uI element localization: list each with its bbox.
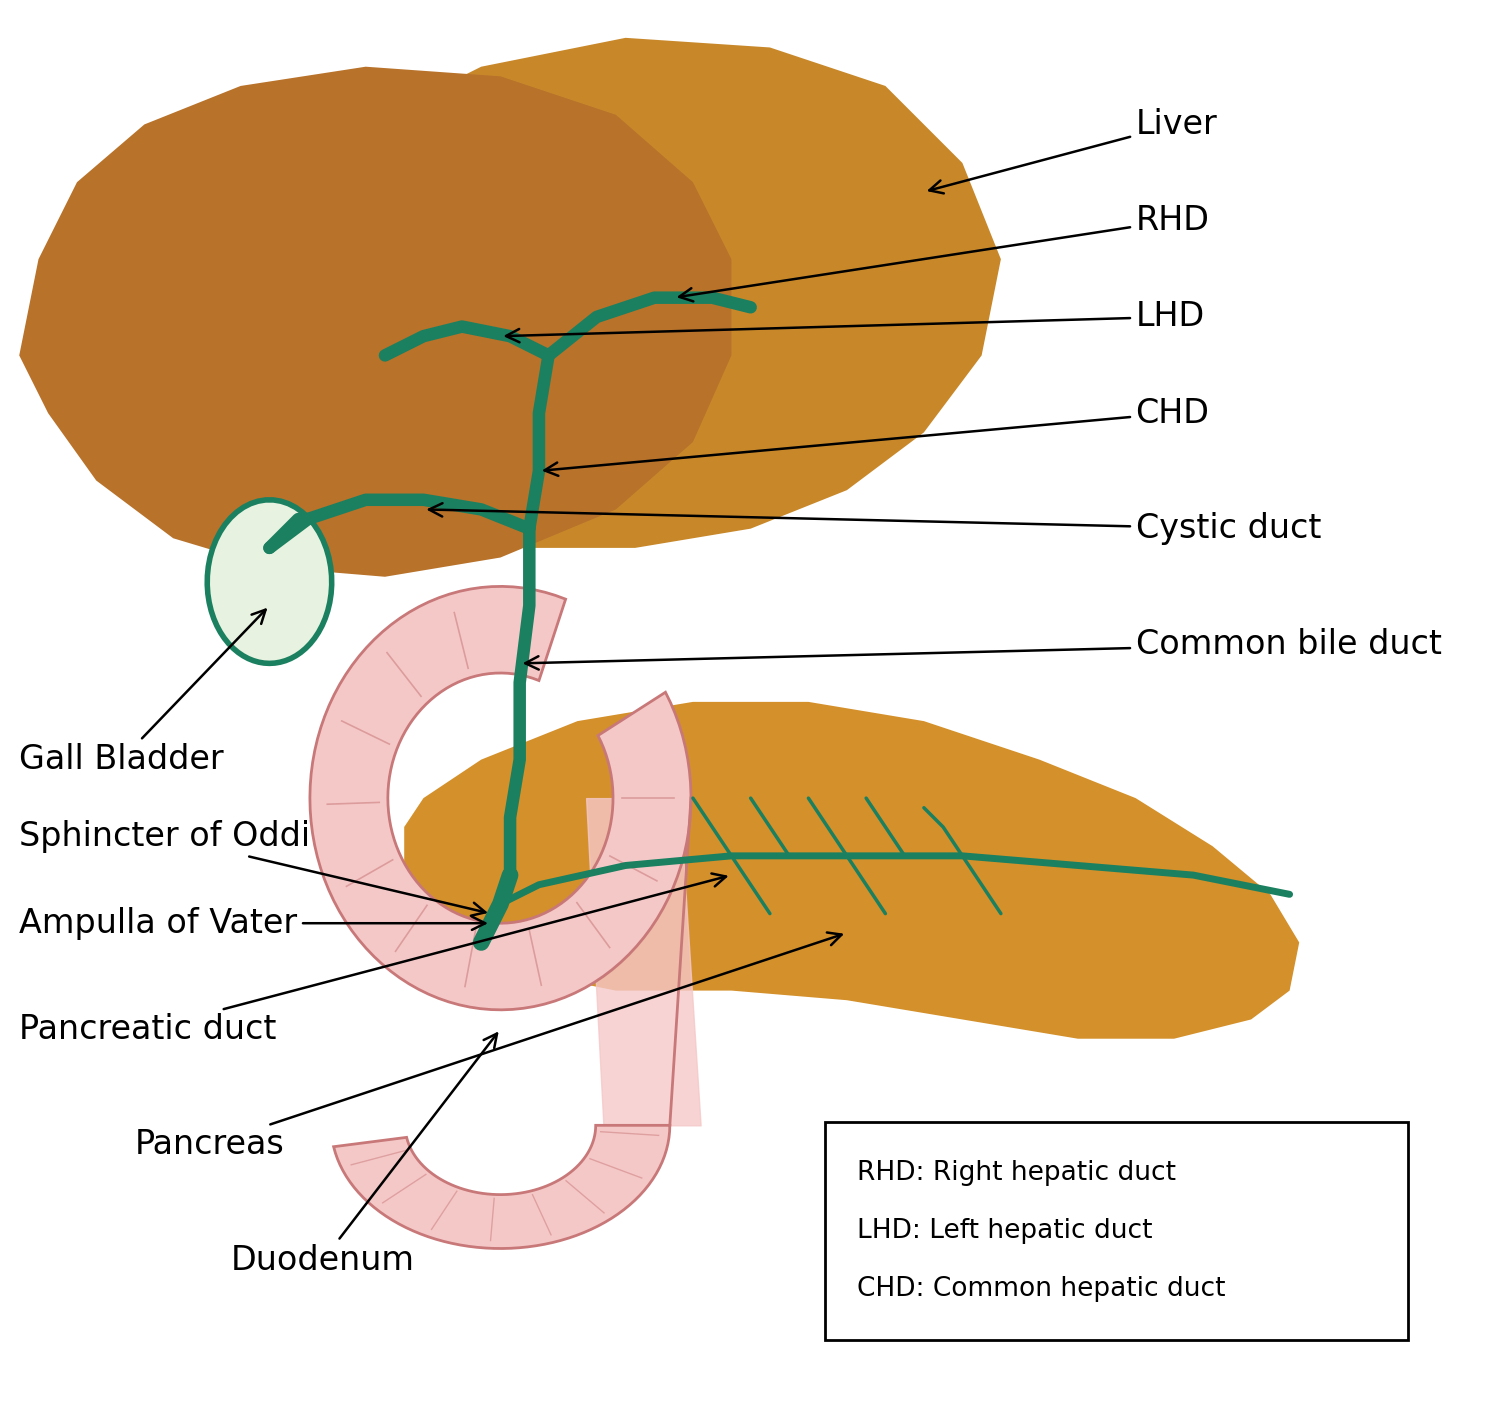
- Polygon shape: [207, 499, 332, 663]
- Text: RHD: Right hepatic duct: RHD: Right hepatic duct: [856, 1160, 1176, 1187]
- Polygon shape: [20, 67, 732, 576]
- Text: Pancreatic duct: Pancreatic duct: [20, 874, 726, 1046]
- Text: Ampulla of Vater: Ampulla of Vater: [20, 906, 484, 939]
- FancyBboxPatch shape: [825, 1123, 1408, 1340]
- Text: CHD: Common hepatic duct: CHD: Common hepatic duct: [856, 1276, 1226, 1302]
- Text: LHD: LHD: [506, 300, 1204, 343]
- Text: Duodenum: Duodenum: [231, 1033, 496, 1276]
- Text: Gall Bladder: Gall Bladder: [20, 609, 266, 776]
- Polygon shape: [310, 586, 692, 1010]
- Text: RHD: RHD: [680, 203, 1209, 302]
- Polygon shape: [404, 702, 1299, 1039]
- Text: Pancreas: Pancreas: [135, 932, 842, 1161]
- Polygon shape: [333, 1126, 670, 1248]
- Text: CHD: CHD: [544, 397, 1209, 475]
- Text: Sphincter of Oddi: Sphincter of Oddi: [20, 820, 486, 916]
- Text: LHD: Left hepatic duct: LHD: Left hepatic duct: [856, 1218, 1152, 1244]
- Polygon shape: [346, 38, 1001, 548]
- Text: Liver: Liver: [930, 108, 1218, 194]
- Text: Cystic duct: Cystic duct: [429, 504, 1322, 545]
- Text: Common bile duct: Common bile duct: [525, 628, 1442, 670]
